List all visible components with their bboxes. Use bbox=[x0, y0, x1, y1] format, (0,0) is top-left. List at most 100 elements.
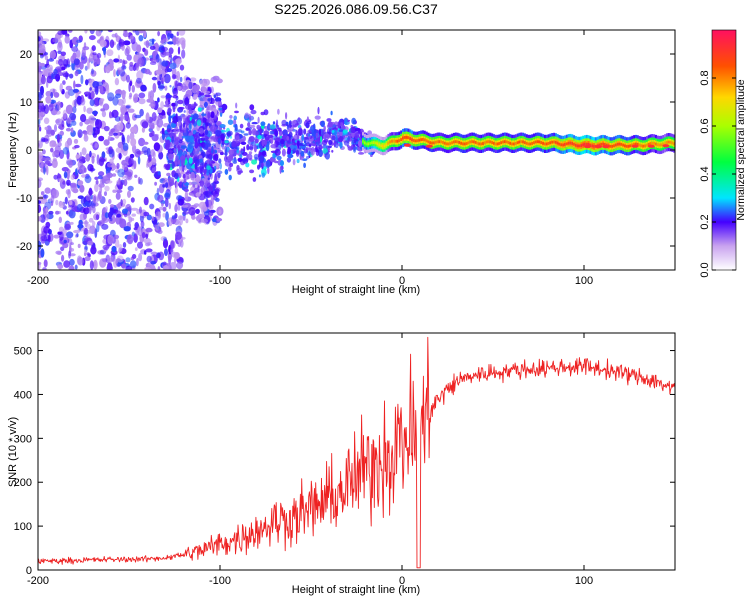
noise-blob bbox=[77, 180, 84, 186]
ridge-cell bbox=[544, 142, 546, 146]
noise-blob bbox=[155, 69, 163, 75]
noise-blob bbox=[62, 71, 68, 76]
noise-blob bbox=[72, 106, 77, 114]
ridge-cell bbox=[440, 140, 443, 144]
ridge-cell bbox=[571, 142, 574, 145]
noise-blob bbox=[327, 145, 332, 149]
noise-blob bbox=[357, 140, 363, 148]
ridge-cell bbox=[502, 140, 505, 144]
noise-blob bbox=[108, 199, 112, 204]
noise-blob bbox=[337, 121, 341, 129]
noise-blob bbox=[212, 143, 216, 146]
ridge-hotspot bbox=[602, 145, 610, 149]
noise-blob bbox=[108, 257, 114, 263]
colorbar-label: Normalized spectral amplitude bbox=[735, 79, 747, 220]
noise-blob bbox=[130, 126, 138, 134]
ridge-cell bbox=[644, 144, 647, 148]
noise-blob bbox=[38, 41, 45, 50]
noise-blob bbox=[163, 237, 167, 241]
ridge-cell bbox=[369, 141, 372, 145]
noise-blob bbox=[182, 211, 190, 215]
noise-blob bbox=[53, 92, 60, 98]
noise-blob bbox=[151, 112, 157, 122]
noise-blob bbox=[121, 134, 125, 143]
noise-blob bbox=[188, 207, 196, 216]
noise-blob bbox=[94, 143, 98, 148]
noise-blob bbox=[228, 149, 234, 156]
noise-blob bbox=[251, 121, 258, 125]
noise-blob bbox=[228, 153, 234, 162]
noise-blob bbox=[331, 130, 335, 133]
noise-blob bbox=[173, 252, 180, 259]
noise-blob bbox=[183, 178, 187, 184]
noise-blob bbox=[257, 116, 260, 124]
noise-blob bbox=[198, 138, 201, 144]
noise-blob bbox=[127, 190, 131, 198]
ridge-cell bbox=[620, 142, 623, 146]
noise-blob bbox=[148, 154, 152, 162]
y-tick-label: -20 bbox=[16, 241, 32, 253]
noise-blob bbox=[94, 176, 99, 180]
noise-blob bbox=[236, 149, 239, 154]
noise-blob bbox=[118, 184, 123, 190]
noise-blob bbox=[50, 129, 55, 136]
noise-blob bbox=[206, 169, 210, 176]
noise-blob bbox=[165, 99, 169, 107]
noise-blob bbox=[236, 167, 243, 173]
noise-blob bbox=[154, 42, 159, 53]
ridge-cell bbox=[378, 143, 381, 147]
ridge-cell bbox=[538, 140, 541, 144]
noise-blob bbox=[95, 214, 100, 221]
noise-blob bbox=[84, 201, 90, 206]
noise-blob bbox=[126, 234, 134, 245]
noise-blob bbox=[148, 262, 151, 269]
noise-blob bbox=[172, 107, 176, 113]
ridge-cell bbox=[434, 140, 437, 144]
noise-blob bbox=[279, 135, 283, 139]
ridge-cell bbox=[451, 141, 454, 145]
noise-blob bbox=[65, 210, 69, 215]
noise-blob bbox=[289, 121, 292, 129]
noise-blob bbox=[160, 95, 166, 99]
noise-blob bbox=[136, 52, 142, 58]
ridge-cell bbox=[385, 143, 388, 146]
noise-blob bbox=[99, 39, 107, 48]
noise-blob bbox=[160, 101, 165, 109]
noise-blob bbox=[69, 258, 75, 266]
noise-blob bbox=[106, 49, 114, 57]
ridge-cell bbox=[474, 141, 477, 144]
noise-blob bbox=[141, 232, 146, 239]
noise-blob bbox=[58, 177, 64, 183]
noise-blob bbox=[250, 109, 257, 115]
noise-blob bbox=[292, 158, 296, 166]
noise-blob bbox=[107, 211, 113, 219]
noise-blob bbox=[189, 135, 195, 143]
noise-blob bbox=[74, 65, 79, 71]
noise-blob bbox=[137, 241, 143, 249]
colorbar-tick-label: 0.2 bbox=[699, 214, 711, 229]
noise-blob bbox=[266, 140, 271, 145]
x-tick-label: 0 bbox=[399, 575, 405, 587]
noise-blob bbox=[91, 68, 94, 75]
noise-blob bbox=[149, 122, 155, 130]
noise-blob bbox=[149, 90, 155, 100]
noise-blob bbox=[173, 257, 177, 264]
noise-blob bbox=[155, 224, 160, 231]
noise-blob bbox=[245, 162, 250, 168]
noise-blob bbox=[43, 259, 48, 267]
noise-blob bbox=[180, 158, 185, 167]
ridge-cell bbox=[432, 141, 435, 145]
noise-blob bbox=[342, 129, 348, 134]
noise-blob bbox=[214, 153, 219, 162]
noise-blob bbox=[122, 142, 129, 151]
noise-blob bbox=[157, 30, 161, 37]
noise-blob bbox=[103, 139, 110, 146]
y-tick-label: 20 bbox=[20, 49, 32, 61]
noise-blob bbox=[157, 171, 161, 176]
ridge-cell bbox=[589, 143, 592, 147]
noise-blob bbox=[315, 132, 319, 137]
noise-blob bbox=[331, 135, 336, 141]
noise-blob bbox=[177, 198, 184, 206]
noise-blob bbox=[120, 199, 123, 207]
ridge-cell bbox=[489, 140, 492, 144]
